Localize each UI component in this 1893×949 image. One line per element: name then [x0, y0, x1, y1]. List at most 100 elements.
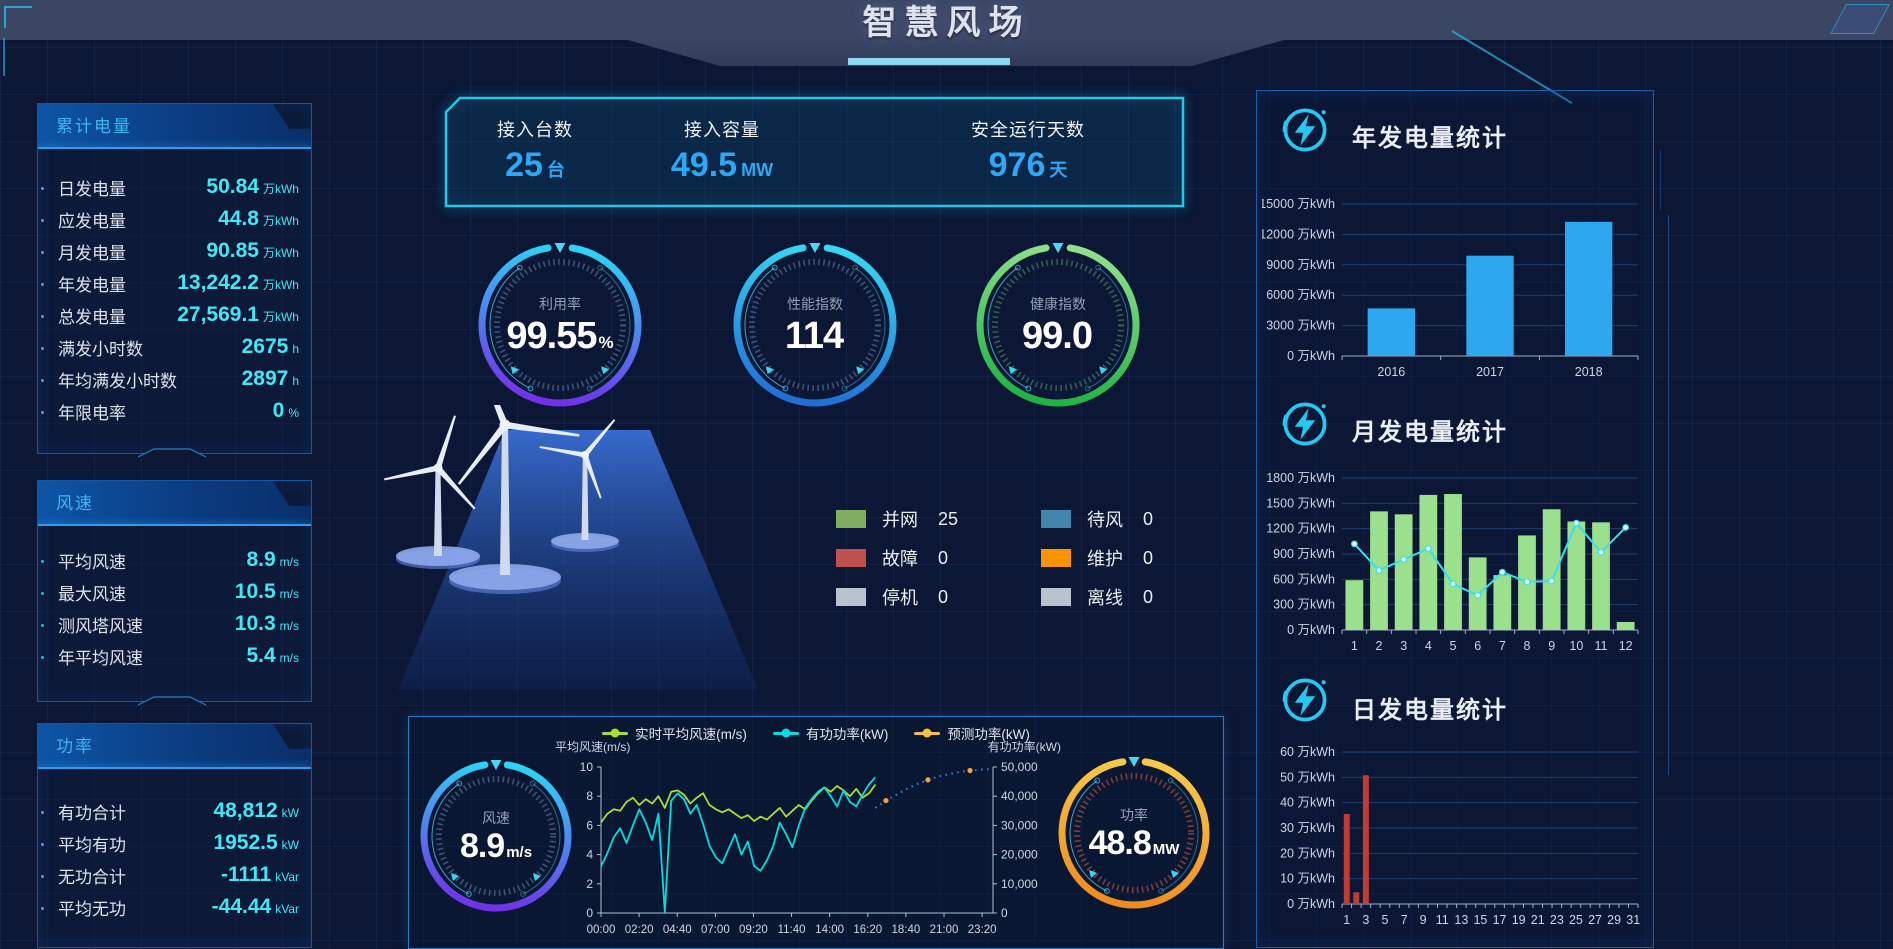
status-item-fault: 故障 0: [836, 547, 1041, 569]
panel-cumulative-energy: 累计电量 日发电量 50.84 万kWh 应发电量 44.8 万kWh 月发电量 90.8…: [37, 103, 312, 454]
svg-text:60 万kWh: 60 万kWh: [1280, 745, 1335, 759]
status-count: 0: [938, 547, 949, 568]
status-swatch: [836, 549, 866, 567]
svg-text:7: 7: [1401, 913, 1408, 927]
svg-text:平均风速(m/s): 平均风速(m/s): [555, 740, 630, 754]
stat-value: 10.5 m/s: [235, 580, 299, 604]
stat-value: 10.3 m/s: [235, 612, 299, 636]
panel-rows: 有功合计 48,812 kW 平均有功 1952.5 kW 无功合计 -1111 kVar …: [38, 769, 311, 923]
stat-value: 2897 h: [242, 367, 299, 391]
stat-value-number: 2675: [241, 335, 289, 358]
stat-label: 应发电量: [58, 211, 126, 231]
svg-text:4: 4: [1425, 639, 1432, 653]
stat-value-number: 10.3: [234, 612, 276, 635]
status-item-shutdown: 停机 0: [836, 587, 1041, 608]
stat-label: 月发电量: [58, 243, 126, 263]
gauge-value-number: 114: [784, 314, 844, 357]
legend-item-realtime-wind-speed[interactable]: 实时平均风速(m/s): [602, 723, 747, 743]
stat-value-unit: 万kWh: [262, 278, 299, 292]
lightning-icon: [1282, 108, 1327, 152]
svg-text:600 万kWh: 600 万kWh: [1273, 572, 1335, 586]
svg-text:7: 7: [1499, 639, 1506, 653]
stat-value-number: 44.8: [218, 207, 259, 230]
status-swatch: [836, 588, 866, 606]
svg-text:23:20: 23:20: [968, 924, 997, 936]
gauge-label: 健康指数: [1030, 296, 1086, 313]
stat-value: 90.85 万kWh: [206, 239, 299, 263]
svg-text:0 万kWh: 0 万kWh: [1287, 623, 1335, 637]
legend-item-forecast-power[interactable]: 预测功率(kW): [914, 723, 1030, 743]
svg-text:21: 21: [1531, 913, 1545, 927]
status-swatch: [1041, 549, 1071, 567]
svg-text:0: 0: [1001, 906, 1008, 920]
corner-bracket-decoration: [4, 6, 32, 28]
legend-item-active-power[interactable]: 有功功率(kW): [772, 723, 888, 743]
stat-row: 日发电量 50.84 万kWh: [38, 171, 311, 203]
svg-text:1: 1: [1351, 639, 1358, 653]
svg-text:3: 3: [1362, 913, 1369, 927]
stat-label: 年均满发小时数: [58, 371, 177, 391]
status-label: 待风: [1087, 510, 1123, 530]
svg-text:6: 6: [1474, 639, 1481, 653]
status-item-grid-connected: 并网 25: [836, 509, 1041, 530]
stat-value-unit: kW: [281, 806, 299, 820]
annual-generation-chart: 0 万kWh 3000 万kWh 6000 万kWh 9000 万kWh 12000 万…: [1262, 197, 1639, 379]
right-frame-decoration: [1660, 150, 1661, 210]
svg-text:17: 17: [1493, 913, 1507, 927]
stat-value-unit: 万kWh: [262, 310, 299, 324]
gauge-ring: [976, 243, 1140, 407]
stat-label: 安全运行天数: [971, 120, 1085, 140]
svg-text:20 万kWh: 20 万kWh: [1280, 846, 1335, 860]
lightning-icon: [1282, 402, 1327, 446]
legend-marker: [772, 731, 799, 735]
stat-label: 年平均风速: [58, 648, 143, 668]
panel-bottom-notch: [138, 696, 206, 706]
stat-value-unit: 万kWh: [262, 214, 299, 228]
panel-title: 累计电量: [56, 117, 132, 136]
gauge-value: 48.8 MW: [1055, 824, 1213, 863]
stat-label: 满发小时数: [58, 339, 143, 359]
stat-value: 44.8 万kWh: [218, 207, 299, 231]
stat-value-number: 25: [505, 146, 543, 184]
header-underline: [848, 58, 1010, 65]
svg-text:2: 2: [1376, 639, 1383, 653]
panel-rows: 日发电量 50.84 万kWh 应发电量 44.8 万kWh 月发电量 90.85 万kWh…: [38, 149, 311, 427]
header-band: [0, 0, 1893, 40]
svg-text:3: 3: [1400, 639, 1407, 653]
gauge-value: 114: [730, 315, 900, 358]
gauge-value-number: 99.55: [506, 314, 597, 357]
page-title: 智慧风场: [862, 4, 1031, 42]
svg-text:9: 9: [1548, 639, 1555, 653]
status-label: 并网: [882, 510, 918, 530]
svg-text:300 万kWh: 300 万kWh: [1273, 598, 1335, 612]
top-stats-frame: [444, 96, 1185, 208]
stat-label: 总发电量: [58, 307, 126, 327]
svg-text:30,000: 30,000: [1001, 818, 1038, 832]
section-title-annual: 年发电量统计: [1352, 125, 1508, 152]
stat-value-number: 10.5: [234, 580, 276, 603]
stat-value: 976 天: [928, 146, 1128, 185]
panel-title: 风速: [56, 494, 94, 513]
gauge-value-unit: m/s: [506, 843, 533, 861]
svg-text:40 万kWh: 40 万kWh: [1280, 796, 1335, 810]
svg-text:1500 万kWh: 1500 万kWh: [1266, 496, 1335, 510]
stat-row: 月发电量 90.85 万kWh: [38, 235, 311, 267]
right-frame-decoration: [1668, 215, 1669, 775]
wind-turbines-illustration: [383, 405, 758, 690]
svg-text:2018: 2018: [1575, 365, 1603, 379]
svg-text:04:40: 04:40: [663, 924, 692, 936]
chart-legend: 实时平均风速(m/s) 有功功率(kW) 预测功率(kW): [409, 723, 1223, 743]
gauge-value-number: 48.8: [1088, 823, 1152, 862]
legend-label: 实时平均风速(m/s): [635, 727, 747, 742]
svg-text:02:20: 02:20: [625, 924, 654, 936]
svg-text:14:00: 14:00: [815, 924, 844, 936]
stat-row: 年平均风速 5.4 m/s: [38, 640, 311, 672]
svg-text:0: 0: [586, 906, 593, 920]
stat-value-number: 5.4: [246, 644, 276, 667]
stat-value-unit: kVar: [275, 902, 299, 916]
panel-wind-speed: 风速 平均风速 8.9 m/s 最大风速 10.5 m/s 测风塔风速 10.3 m/s 年…: [37, 480, 312, 702]
stat-value-number: 0: [272, 399, 285, 422]
stat-row: 年发电量 13,242.2 万kWh: [38, 267, 311, 299]
panel-title: 功率: [56, 737, 94, 756]
panel-header: 风速: [38, 481, 311, 526]
